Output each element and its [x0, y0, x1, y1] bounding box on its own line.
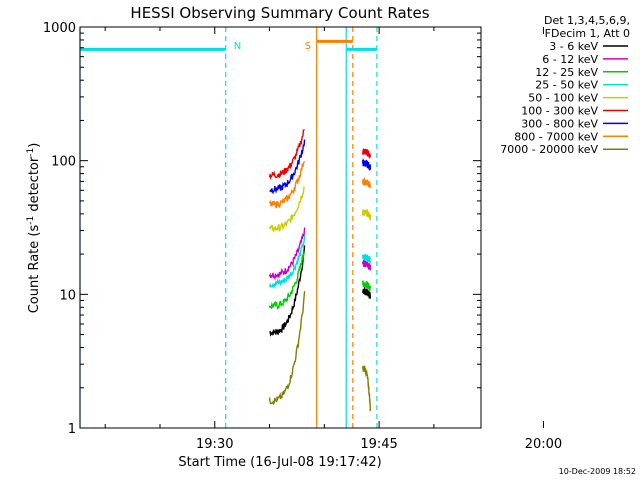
legend-entry-label-6: 300 - 800 keV: [521, 117, 598, 130]
night-interval-marker-0: N: [234, 41, 241, 52]
legend-header-line-1: Det 1,3,4,5,6,9,: [544, 14, 630, 27]
series-trace-6-seg1: [269, 139, 306, 195]
series-trace-2-seg2: [362, 280, 371, 291]
legend-entry-label-3: 25 - 50 keV: [535, 79, 598, 92]
legend-entry-label-5: 100 - 300 keV: [521, 105, 598, 118]
series-trace-4-seg2: [362, 209, 371, 221]
series-trace-4-seg1: [268, 186, 305, 233]
series-trace-6-seg2: [362, 157, 371, 171]
y-axis-label: Count Rate (s-1 detector-1): [26, 143, 42, 314]
y-tick-label-1: 10: [59, 288, 76, 303]
legend-entry-label-0: 3 - 6 keV: [549, 40, 598, 53]
y-tick-label-3: 1000: [43, 21, 76, 36]
series-trace-5-seg1: [268, 129, 305, 181]
series-trace-7-seg1: [268, 160, 306, 209]
series-trace-3-seg1: [268, 236, 306, 289]
legend: Det 1,3,4,5,6,9, FDecim 1, Att 0 3 - 6 k…: [500, 14, 630, 156]
plot-frame: [79, 26, 482, 429]
series-trace-3-seg2: [362, 253, 371, 264]
x-tick-label-2: 20:00: [525, 437, 562, 452]
saa-interval-marker-2: S: [305, 41, 311, 52]
legend-entry-label-2: 12 - 25 keV: [535, 66, 598, 79]
x-tick-label-1: 19:45: [360, 437, 397, 452]
legend-entry-label-1: 6 - 12 keV: [542, 53, 598, 66]
y-tick-label-0: 1: [68, 422, 76, 437]
series-trace-0-seg1: [269, 245, 306, 337]
series-trace-8-seg1: [268, 291, 306, 406]
series-trace-7-seg2: [362, 176, 371, 188]
x-axis-label: Start Time (16-Jul-08 19:17:42): [178, 455, 381, 470]
chart-title: HESSI Observing Summary Count Rates: [130, 4, 429, 22]
series-trace-1-seg1: [268, 227, 306, 281]
x-tick-label-0: 19:30: [196, 437, 233, 452]
series-trace-8-seg2: [362, 365, 371, 412]
series-trace-5-seg2: [362, 147, 371, 159]
series-trace-2-seg1: [268, 251, 306, 310]
legend-header-line-2: FDecim 1, Att 0: [545, 27, 630, 40]
legend-entry-label-8: 7000 - 20000 keV: [500, 143, 598, 156]
legend-entry-label-7: 800 - 7000 keV: [514, 130, 598, 143]
legend-entry-label-4: 50 - 100 keV: [528, 92, 598, 105]
series-trace-0-seg2: [362, 286, 371, 299]
y-tick-label-2: 100: [51, 155, 76, 170]
footer-timestamp: 10-Dec-2009 18:52: [559, 467, 636, 476]
